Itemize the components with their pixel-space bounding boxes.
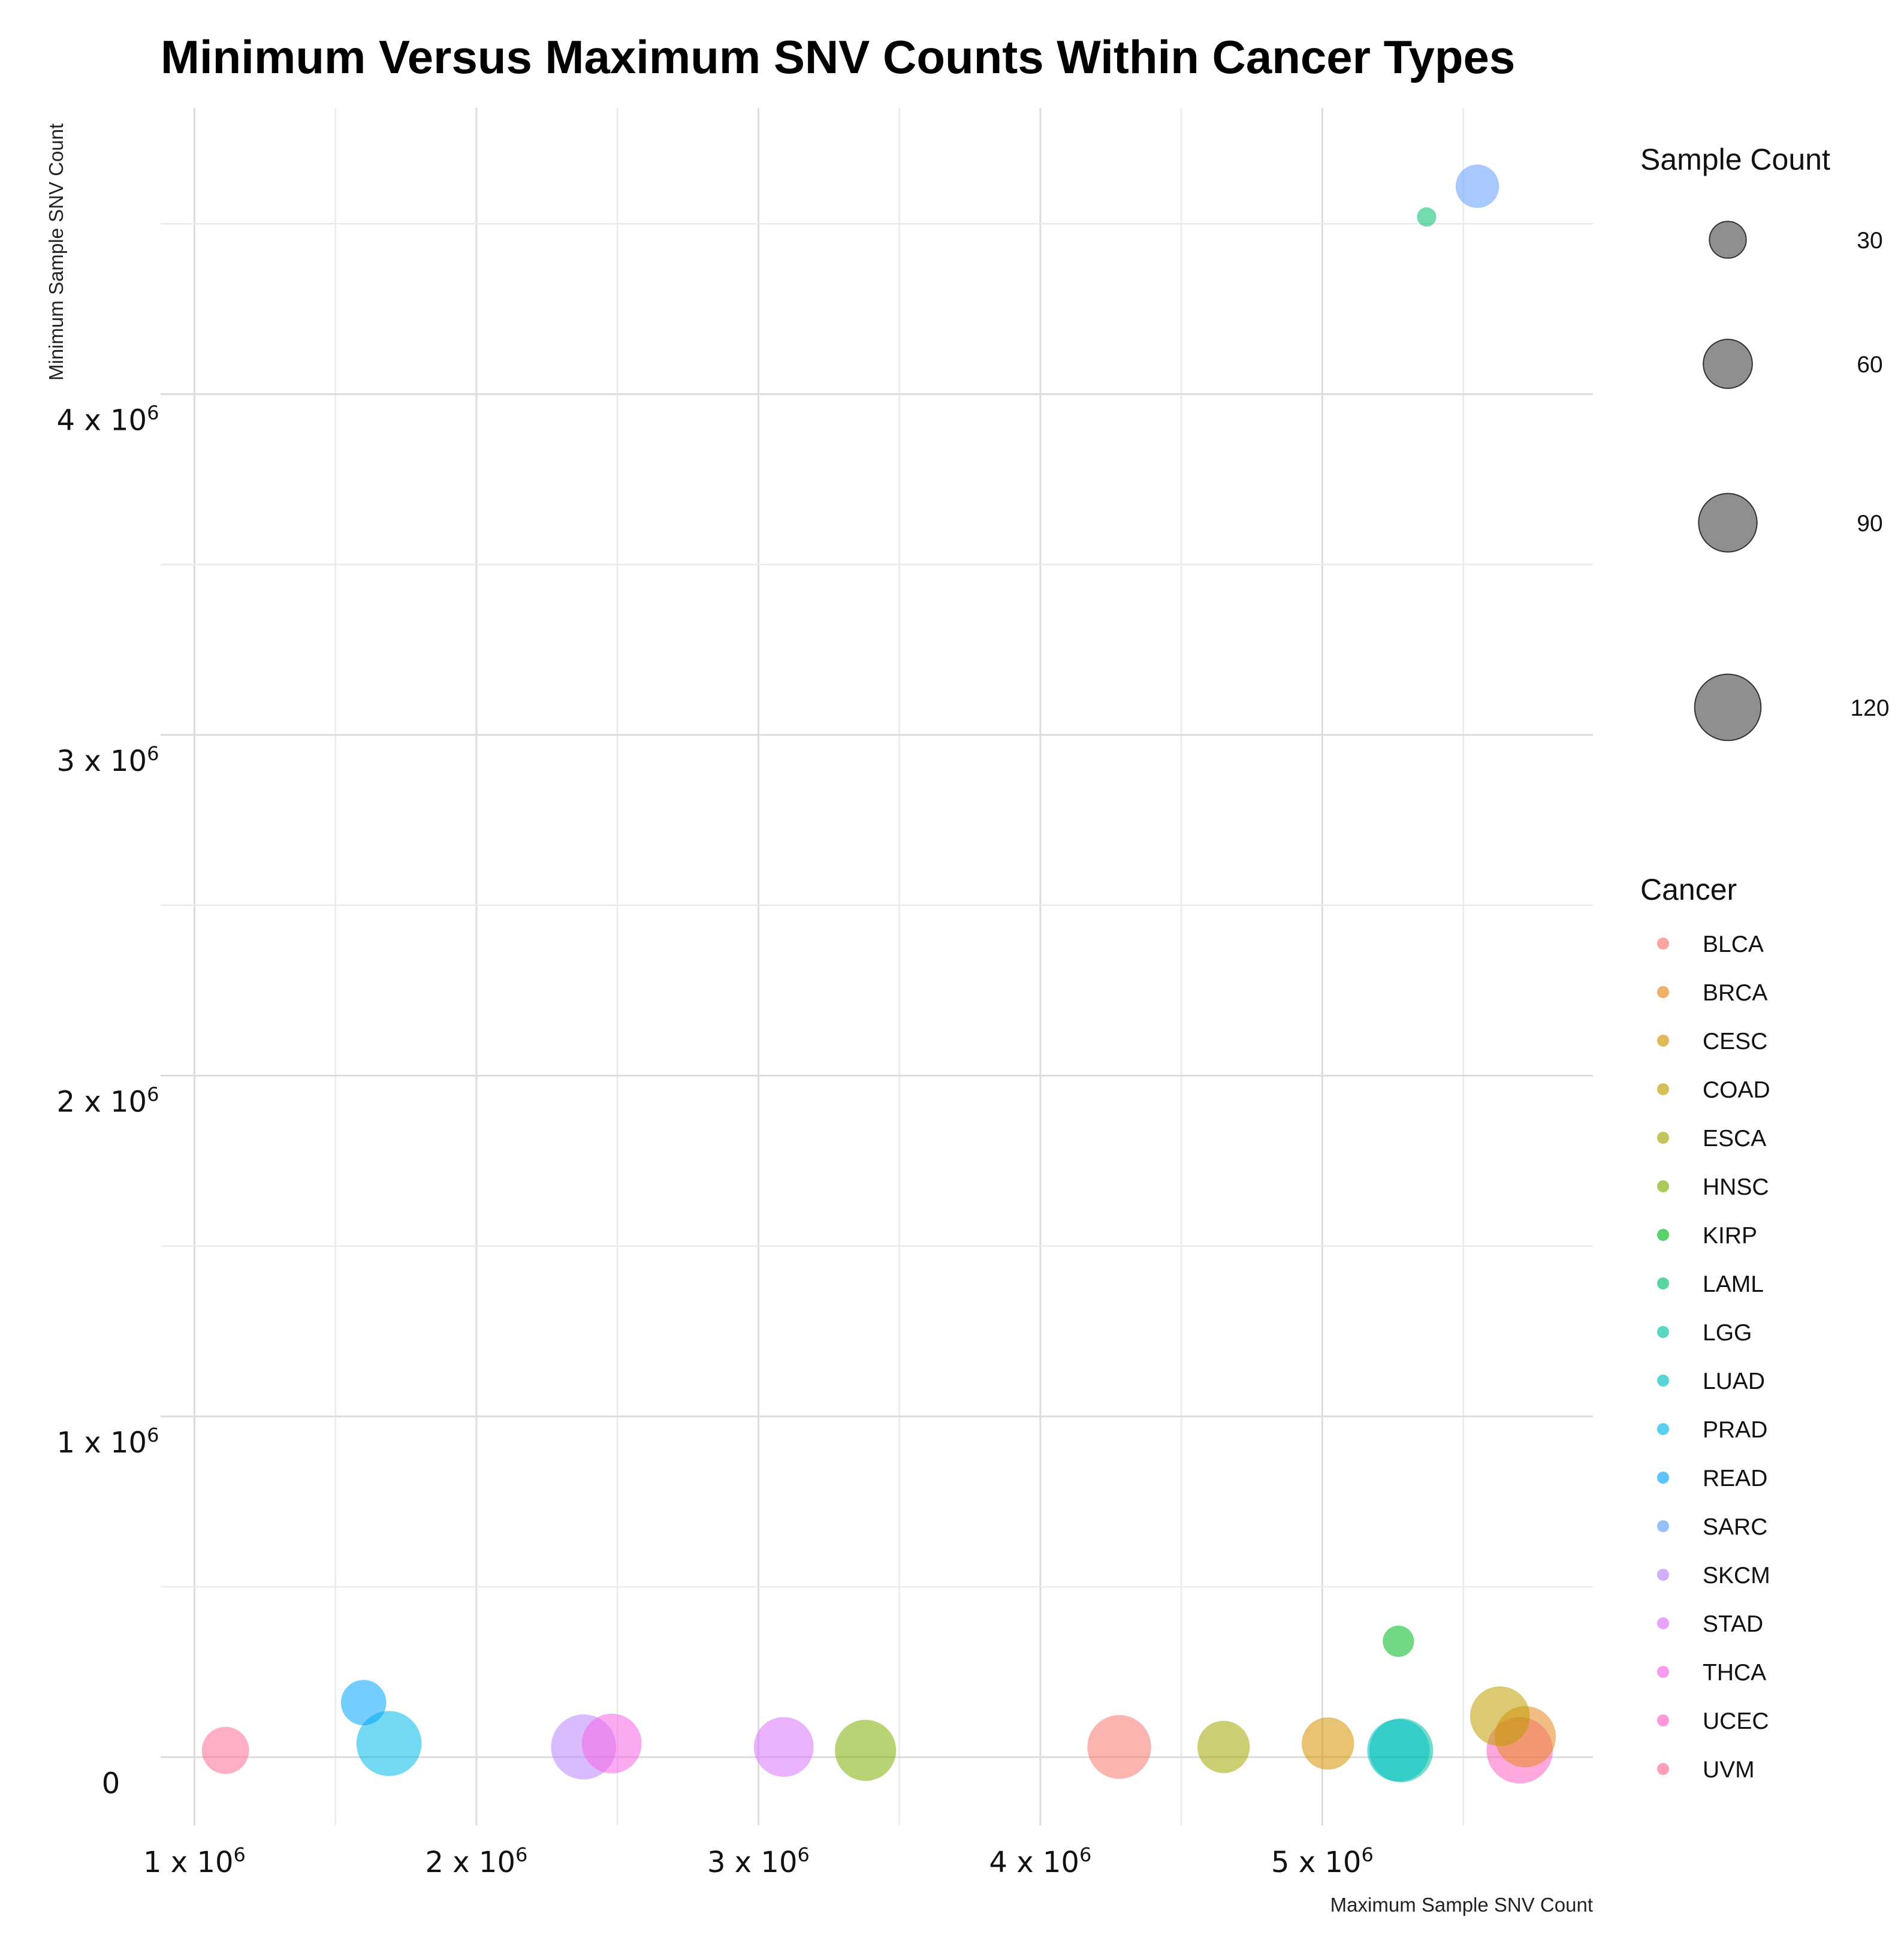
size-legend-key [1709,221,1747,259]
legend-key-brca [1657,986,1669,998]
bubble-esca [1197,1720,1250,1773]
bubble-prad [356,1711,422,1776]
legend-key-read [1657,1472,1669,1484]
bubble-kirp [1383,1625,1414,1657]
legend-key-stad [1657,1617,1669,1629]
size-legend-title: Sample Count [1640,143,1830,176]
legend-key-laml [1657,1277,1669,1289]
size-legend-label: 60 [1857,352,1882,378]
legend-key-blca [1657,938,1669,950]
bubble-thca [581,1713,642,1774]
x-tick-label: 5 x 106 [1271,1843,1374,1879]
legend-key-skcm [1657,1569,1669,1581]
legend-label-read: READ [1703,1466,1767,1491]
bubble-uvm [201,1726,249,1774]
bubble-cesc [1302,1717,1354,1770]
legend-key-luad [1657,1375,1669,1387]
legend-label-cesc: CESC [1703,1029,1767,1054]
legend-key-uvm [1657,1763,1669,1775]
bubbles [201,164,1556,1784]
legend-label-hnsc: HNSC [1703,1174,1769,1200]
size-legend: Sample Count 30 60 90 120 [1640,143,1890,742]
bubble-blca [1087,1715,1151,1779]
bubble-coad [1470,1686,1530,1746]
legend-label-prad: PRAD [1703,1417,1767,1443]
legend-label-ucec: UCEC [1703,1708,1769,1734]
legend-key-coad [1657,1083,1669,1095]
x-tick-label: 3 x 106 [707,1843,810,1879]
size-legend-key [1694,673,1762,742]
legend-label-stad: STAD [1703,1611,1763,1637]
y-axis-title: Minimum Sample SNV Count [45,123,67,381]
legend-key-kirp [1657,1229,1669,1241]
y-tick-label: 2 x 106 [57,1083,159,1119]
legend-key-hnsc [1657,1180,1669,1192]
legend-label-skcm: SKCM [1703,1563,1770,1589]
size-legend-label: 30 [1857,228,1882,254]
legend-label-lgg: LGG [1703,1320,1752,1346]
legend-key-cesc [1657,1035,1669,1047]
y-tick-label: 3 x 106 [57,742,159,778]
x-tick-label: 1 x 106 [143,1843,246,1879]
x-tick-label: 4 x 106 [989,1843,1091,1879]
y-tick-label: 4 x 106 [57,402,159,438]
legend-key-lgg [1657,1326,1669,1338]
bubble-laml [1417,207,1437,227]
y-tick-label: 0 [102,1767,120,1800]
bubble-read [340,1680,387,1726]
color-legend-title: Cancer [1640,873,1737,906]
legend-label-thca: THCA [1703,1660,1766,1686]
legend-label-brca: BRCA [1703,980,1767,1006]
legend-label-laml: LAML [1703,1271,1764,1297]
bubble-stad [753,1717,814,1777]
color-legend: Cancer BLCA BRCA CESC COAD ESCA HNSC KIRP LAML L… [1640,873,1770,1783]
legend-label-sarc: SARC [1703,1514,1767,1540]
size-legend-label: 90 [1857,511,1882,537]
chart-title: Minimum Versus Maximum SNV Counts Within… [161,31,1515,83]
legend-key-esca [1657,1132,1669,1144]
legend-key-thca [1657,1666,1669,1678]
bubble-luad [1367,1719,1430,1782]
legend-label-esca: ESCA [1703,1126,1766,1152]
legend-label-kirp: KIRP [1703,1223,1757,1249]
legend-label-luad: LUAD [1703,1369,1765,1394]
y-axis-ticks: 0 1 x 106 2 x 106 3 x 106 4 x 106 [57,402,159,1801]
legend-key-sarc [1657,1520,1669,1532]
legend-label-blca: BLCA [1703,932,1764,957]
grid [161,108,1593,1825]
x-axis-title: Maximum Sample SNV Count [1330,1894,1593,1916]
bubble-sarc [1455,164,1499,208]
size-legend-key [1698,493,1758,553]
size-legend-label: 120 [1850,695,1889,721]
x-tick-label: 2 x 106 [425,1843,527,1879]
legend-label-uvm: UVM [1703,1757,1755,1783]
size-legend-key [1703,339,1753,389]
legend-key-prad [1657,1423,1669,1435]
legend-label-coad: COAD [1703,1077,1770,1103]
bubble-hnsc [835,1719,897,1781]
x-axis-ticks: 1 x 106 2 x 106 3 x 106 4 x 106 5 x 106 [143,1843,1374,1879]
y-tick-label: 1 x 106 [57,1424,159,1460]
legend-key-ucec [1657,1714,1669,1726]
